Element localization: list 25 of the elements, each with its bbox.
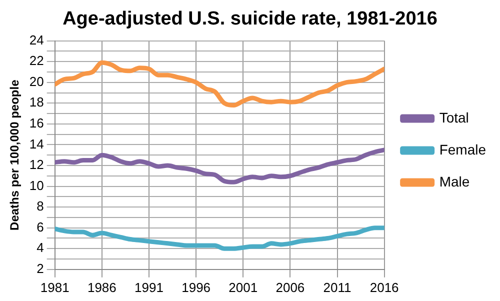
x-tick-label: 2016 [370, 280, 399, 295]
y-tick-label: 12 [29, 157, 44, 172]
y-tick-label: 22 [29, 53, 44, 68]
y-tick-label: 6 [36, 219, 44, 234]
y-axis-title: Deaths per 100,000 people [8, 79, 22, 230]
y-tick-label: 4 [36, 240, 44, 256]
legend-label: Male [439, 173, 470, 190]
x-tick-label: 1996 [182, 280, 211, 295]
y-tick-label: 24 [29, 32, 44, 48]
x-tick-label: 1991 [134, 280, 164, 295]
chart-title: Age-adjusted U.S. suicide rate, 1981-2016 [62, 8, 438, 30]
y-tick-label: 20 [29, 74, 44, 89]
y-tick-label: 16 [29, 116, 44, 131]
y-tick-label: 8 [36, 198, 44, 214]
x-tick-label: 1986 [87, 280, 116, 295]
x-tick-label: 2011 [323, 280, 352, 295]
y-tick-label: 2 [36, 260, 44, 276]
y-tick-label: 10 [29, 178, 44, 193]
legend-label: Total [439, 109, 469, 126]
y-tick-label: 18 [29, 94, 44, 110]
x-tick-label: 2006 [276, 280, 305, 295]
x-tick-label: 1981 [40, 280, 70, 295]
legend-label: Female [439, 141, 486, 158]
y-tick-label: 14 [29, 136, 44, 152]
x-tick-label: 2001 [228, 280, 258, 295]
